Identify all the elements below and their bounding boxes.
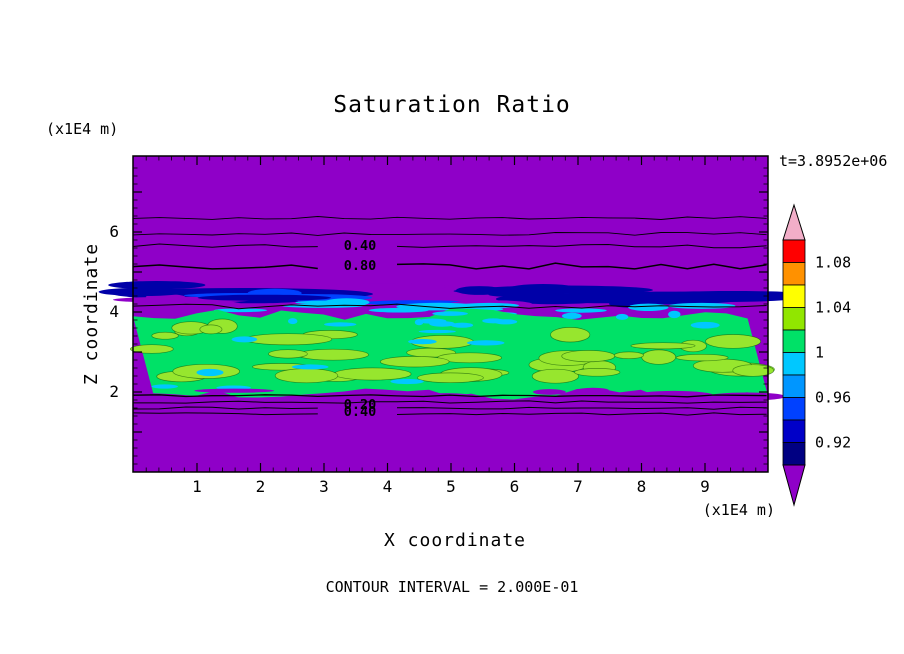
contour-interval-note: CONTOUR INTERVAL = 2.000E-01 xyxy=(326,578,579,596)
contour-lines xyxy=(132,216,767,416)
z-tick-labels: 2 4 6 xyxy=(109,222,119,401)
colorbar-over-range xyxy=(782,203,806,241)
x-tick-label: 1 xyxy=(192,477,202,496)
z-axis-unit: (x1E4 m) xyxy=(46,120,118,138)
contour-label: 0.40 xyxy=(344,238,377,254)
colorbar-label: 1.04 xyxy=(815,299,851,317)
colorbar-band xyxy=(782,352,806,376)
colorbar-band xyxy=(782,284,806,308)
colorbar-band xyxy=(782,442,806,466)
plot-frame xyxy=(132,155,769,473)
colorbar-label: 1.08 xyxy=(815,254,851,272)
z-axis-label: Z coordinate xyxy=(81,243,102,385)
colorbar: 1.08 1.04 1 0.96 0.92 xyxy=(782,203,851,507)
chart-title: Saturation Ratio xyxy=(333,92,571,118)
x-axis-label: X coordinate xyxy=(384,530,526,551)
plot-area: 0.400.800.200.40 xyxy=(98,155,803,473)
colorbar-band xyxy=(782,329,806,353)
z-tick-label: 6 xyxy=(109,222,119,241)
colorbar-label: 0.96 xyxy=(815,389,851,407)
colorbar-label: 1 xyxy=(815,344,824,362)
contour-label: 0.80 xyxy=(344,258,377,274)
colorbar-band xyxy=(782,419,806,443)
colorbar-band xyxy=(782,239,806,263)
z-tick-label: 4 xyxy=(109,302,119,321)
colorbar-label: 0.92 xyxy=(815,434,851,452)
z-tick-label: 2 xyxy=(109,382,119,401)
x-tick-label: 3 xyxy=(319,477,329,496)
colorbar-under-range xyxy=(782,464,806,507)
colorbar-band xyxy=(782,307,806,331)
contour-label: 0.20 xyxy=(344,397,377,413)
x-tick-labels: 1 2 3 4 5 6 7 8 9 xyxy=(192,477,710,496)
x-tick-label: 9 xyxy=(700,477,710,496)
colorbar-band xyxy=(782,374,806,398)
x-tick-label: 4 xyxy=(383,477,393,496)
colorbar-band xyxy=(782,262,806,286)
x-tick-label: 5 xyxy=(446,477,456,496)
x-axis-unit: (x1E4 m) xyxy=(703,501,775,519)
blue-streak-band xyxy=(98,281,803,316)
timestamp: t=3.8952e+06 xyxy=(779,152,887,170)
x-tick-label: 6 xyxy=(510,477,520,496)
x-tick-label: 7 xyxy=(573,477,583,496)
colorbar-band xyxy=(782,397,806,421)
x-tick-label: 8 xyxy=(637,477,647,496)
contour-label: 0.40 xyxy=(344,404,377,420)
x-tick-label: 2 xyxy=(256,477,266,496)
green-mottled-band xyxy=(129,308,786,401)
